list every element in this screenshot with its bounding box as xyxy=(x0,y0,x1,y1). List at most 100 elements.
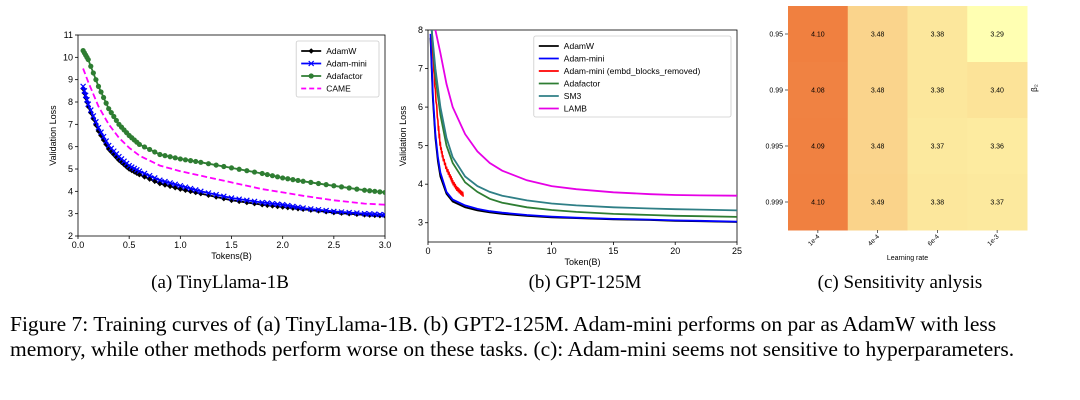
series-marker xyxy=(367,188,373,194)
legend-entry: Adam-mini (embd_blocks_removed) xyxy=(564,66,701,76)
x-tick-label: 4e-4 xyxy=(867,233,881,247)
series-marker xyxy=(221,163,227,170)
legend-entry: Adafactor xyxy=(564,79,601,89)
x-tick-label: 0.5 xyxy=(123,240,136,250)
legend-marker xyxy=(308,48,314,54)
series-marker xyxy=(243,197,250,204)
legend-box xyxy=(533,35,732,118)
series-marker xyxy=(280,175,286,181)
series-marker xyxy=(315,206,322,213)
heatmap-cell-label: 3.38 xyxy=(931,200,945,207)
series-marker xyxy=(308,207,314,213)
series-marker xyxy=(152,149,158,155)
figure-caption: Figure 7: Training curves of (a) TinyLla… xyxy=(10,312,1015,361)
heatmap-cell xyxy=(847,6,908,63)
series-marker xyxy=(372,188,378,194)
heatmap-cell-label: 3.29 xyxy=(990,32,1004,39)
heatmap-cell-label: 3.48 xyxy=(871,88,885,95)
x-tick-label: 1.5 xyxy=(225,240,238,250)
legend-entry: Adafactor xyxy=(326,71,363,81)
series-marker xyxy=(279,201,286,208)
y-tick-label: 0.995 xyxy=(765,144,783,151)
series-marker xyxy=(300,206,306,212)
x-tick-label: 0 xyxy=(425,246,430,256)
series-marker xyxy=(106,106,112,112)
series-marker xyxy=(346,209,353,216)
series-marker xyxy=(323,207,330,214)
series-marker xyxy=(113,117,119,124)
series-marker xyxy=(95,83,102,89)
series-marker xyxy=(100,133,107,140)
heatmap-cell xyxy=(907,118,968,175)
series-marker xyxy=(285,176,291,182)
series-marker xyxy=(213,191,220,198)
series-marker xyxy=(147,146,153,153)
series-marker xyxy=(198,159,204,165)
y-tick-label: 0.99 xyxy=(769,88,783,95)
series-marker xyxy=(274,201,281,208)
series-marker xyxy=(87,107,94,114)
series-marker xyxy=(111,113,117,120)
series-marker xyxy=(323,182,329,188)
series-marker xyxy=(88,63,94,69)
y-tick-label: 4 xyxy=(418,179,423,189)
series-marker xyxy=(103,100,109,106)
series-marker xyxy=(220,193,227,200)
series-marker xyxy=(167,180,174,186)
series-marker xyxy=(244,168,250,174)
legend-entry: SM3 xyxy=(564,91,582,101)
series-marker xyxy=(172,155,178,161)
series-marker xyxy=(284,202,291,209)
series-marker xyxy=(136,168,143,175)
series-marker xyxy=(92,118,99,125)
series-group xyxy=(429,30,737,223)
series-marker xyxy=(274,203,281,210)
series-marker xyxy=(338,184,345,190)
series-marker xyxy=(382,211,385,218)
series-line-adam-mini-embd-blocks-removed- xyxy=(430,30,464,197)
series-marker xyxy=(182,187,189,194)
series-marker xyxy=(377,189,383,195)
series-marker xyxy=(338,209,345,215)
x-tick-label: 2.5 xyxy=(328,240,341,250)
series-marker xyxy=(157,151,163,158)
heatmap-cell-label: 3.37 xyxy=(990,200,1004,207)
x-axis-label: Token(B) xyxy=(564,257,600,267)
y-axis-label: Validation Loss xyxy=(398,105,408,166)
series-marker xyxy=(259,170,265,177)
series-marker xyxy=(205,161,212,167)
legend-entry: Adam-mini xyxy=(564,54,605,64)
legend-entry: LAMB xyxy=(564,104,587,114)
y-tick-label: 7 xyxy=(418,64,423,74)
series-marker xyxy=(228,195,235,201)
series-marker xyxy=(295,204,301,211)
heatmap-cell xyxy=(967,118,1028,175)
series-marker xyxy=(290,177,296,183)
series-marker xyxy=(81,87,88,94)
series-line-adafactor xyxy=(430,30,737,218)
y-tick-label: 10 xyxy=(63,52,73,62)
series-marker xyxy=(100,94,107,101)
x-tick-label: 1.0 xyxy=(174,240,187,250)
series-marker xyxy=(353,210,360,217)
legend-entry: AdamW xyxy=(564,41,594,51)
series-marker xyxy=(259,199,266,206)
heatmap-cell xyxy=(847,118,908,175)
series-marker xyxy=(236,166,242,172)
series-marker xyxy=(95,124,102,131)
y-tick-label: 8 xyxy=(418,25,423,35)
heatmap-cell xyxy=(847,174,908,231)
heatmap-cell-label: 3.48 xyxy=(871,144,885,151)
legend-entry: Adam-mini xyxy=(326,59,367,69)
series-marker xyxy=(167,183,173,190)
series-marker xyxy=(361,211,368,218)
series-marker xyxy=(264,200,271,206)
series-marker xyxy=(269,173,276,179)
x-tick-label: 6e-4 xyxy=(927,233,941,247)
heatmap-cell-label: 3.38 xyxy=(931,32,945,39)
series-marker xyxy=(228,165,235,171)
x-axis-label: Learning rate xyxy=(887,255,928,262)
series-marker xyxy=(84,96,90,103)
heatmap-cell xyxy=(847,62,908,119)
legend-marker xyxy=(308,60,315,67)
